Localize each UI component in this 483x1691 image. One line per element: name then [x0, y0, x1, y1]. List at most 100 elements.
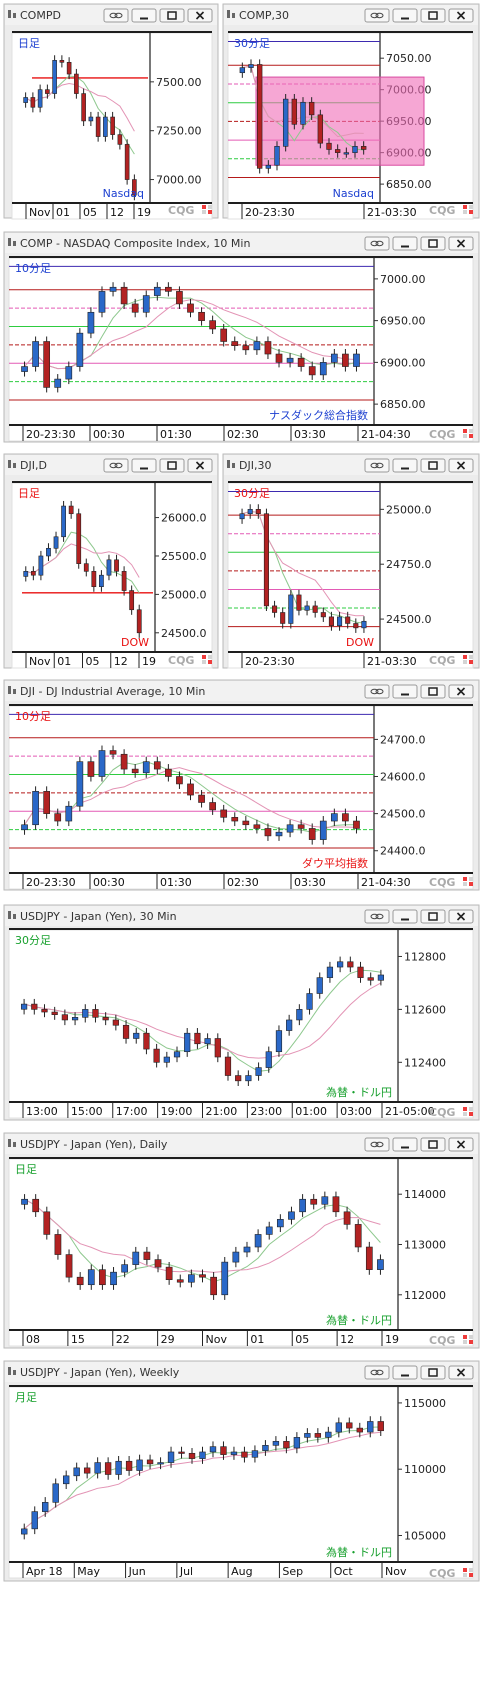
close-button[interactable] — [448, 1137, 474, 1152]
minimize-button-frame[interactable] — [392, 236, 418, 251]
maximize-button-frame[interactable] — [420, 236, 446, 251]
link-button[interactable] — [364, 909, 390, 924]
link-button[interactable] — [364, 684, 390, 699]
minimize-button-frame[interactable] — [131, 8, 157, 23]
candle — [262, 1440, 269, 1456]
candle — [23, 566, 29, 582]
candle — [330, 808, 338, 827]
minimize-button[interactable] — [131, 8, 157, 23]
link-button-frame[interactable] — [364, 8, 390, 23]
candle-up-body — [188, 1274, 195, 1283]
candle-up-body — [325, 1431, 332, 1438]
minimize-button-frame[interactable] — [392, 1137, 418, 1152]
cqg-logo-square — [202, 655, 206, 659]
candle — [109, 282, 117, 297]
time-tick-label: 02:30 — [227, 428, 259, 441]
candle-up-body — [296, 1009, 303, 1021]
period-label: 30分足 — [234, 37, 270, 50]
close-button[interactable] — [448, 236, 474, 251]
time-tick-label: 03:30 — [294, 876, 326, 889]
minimize-button[interactable] — [392, 8, 418, 23]
maximize-button[interactable] — [420, 8, 446, 23]
candle — [121, 1259, 129, 1278]
link-button-frame[interactable] — [364, 1137, 390, 1152]
candle — [112, 1014, 119, 1031]
time-tick-label: May — [77, 1565, 100, 1578]
candle-down-body — [347, 961, 354, 968]
link-icon-loop — [370, 1369, 379, 1376]
close-button[interactable] — [448, 909, 474, 924]
close-button[interactable] — [448, 684, 474, 699]
close-button[interactable] — [448, 8, 474, 23]
link-button-frame[interactable] — [103, 8, 129, 23]
minimize-button-frame[interactable] — [392, 1365, 418, 1380]
link-button[interactable] — [364, 1137, 390, 1152]
link-button-frame[interactable] — [364, 1365, 390, 1380]
maximize-button-frame[interactable] — [159, 458, 185, 473]
candle-up-body — [71, 1017, 79, 1021]
link-button[interactable] — [364, 8, 390, 23]
maximize-button[interactable] — [420, 684, 446, 699]
candle-up-body — [82, 1009, 89, 1018]
maximize-button[interactable] — [420, 458, 446, 473]
maximize-button[interactable] — [420, 909, 446, 924]
candle-down-body — [122, 1024, 130, 1039]
candle — [288, 589, 294, 629]
price-tick-label: 7250.00 — [156, 125, 202, 138]
minimize-button-frame[interactable] — [392, 8, 418, 23]
maximize-button[interactable] — [420, 1365, 446, 1380]
minimize-button[interactable] — [392, 1365, 418, 1380]
link-button[interactable] — [364, 1365, 390, 1380]
minimize-button[interactable] — [392, 1137, 418, 1152]
candle — [361, 616, 367, 633]
candle — [87, 756, 95, 782]
minimize-button[interactable] — [392, 236, 418, 251]
minimize-button-frame[interactable] — [131, 458, 157, 473]
maximize-button-frame[interactable] — [159, 8, 185, 23]
minimize-button-frame[interactable] — [392, 909, 418, 924]
time-tick-label: 17:00 — [116, 1105, 148, 1118]
link-button-frame[interactable] — [364, 684, 390, 699]
maximize-button-frame[interactable] — [420, 458, 446, 473]
maximize-button[interactable] — [159, 8, 185, 23]
minimize-button-frame[interactable] — [392, 684, 418, 699]
link-button[interactable] — [364, 236, 390, 251]
minimize-button[interactable] — [392, 458, 418, 473]
link-button[interactable] — [103, 458, 129, 473]
candle — [354, 1219, 362, 1253]
link-button-frame[interactable] — [364, 236, 390, 251]
candle-down-body — [264, 828, 272, 837]
candle-up-body — [352, 146, 358, 153]
maximize-button[interactable] — [420, 1137, 446, 1152]
time-tick-label: 21-05:00 — [385, 1105, 435, 1118]
close-button[interactable] — [187, 8, 213, 23]
candle-down-body — [346, 1422, 353, 1429]
minimize-button-frame[interactable] — [392, 458, 418, 473]
candle — [230, 1446, 238, 1460]
maximize-button-frame[interactable] — [420, 909, 446, 924]
minimize-button[interactable] — [392, 909, 418, 924]
maximize-button-frame[interactable] — [420, 1137, 446, 1152]
candle-down-body — [54, 813, 62, 822]
candle-down-body — [45, 89, 50, 94]
minimize-button[interactable] — [392, 684, 418, 699]
maximize-button[interactable] — [420, 236, 446, 251]
link-button-frame[interactable] — [364, 909, 390, 924]
link-button[interactable] — [364, 458, 390, 473]
close-button[interactable] — [187, 458, 213, 473]
candle-down-body — [120, 753, 128, 770]
candle — [66, 57, 72, 80]
maximize-button[interactable] — [159, 458, 185, 473]
link-button[interactable] — [103, 8, 129, 23]
maximize-button-frame[interactable] — [420, 684, 446, 699]
minimize-button[interactable] — [131, 458, 157, 473]
close-button[interactable] — [448, 458, 474, 473]
maximize-button-frame[interactable] — [420, 1365, 446, 1380]
link-button-frame[interactable] — [364, 458, 390, 473]
close-button[interactable] — [448, 1365, 474, 1380]
time-tick-label: 01 — [57, 655, 71, 668]
link-button-frame[interactable] — [103, 458, 129, 473]
candle-up-body — [232, 1251, 240, 1263]
maximize-button-frame[interactable] — [420, 8, 446, 23]
price-tick-label: 114000 — [404, 1188, 446, 1201]
